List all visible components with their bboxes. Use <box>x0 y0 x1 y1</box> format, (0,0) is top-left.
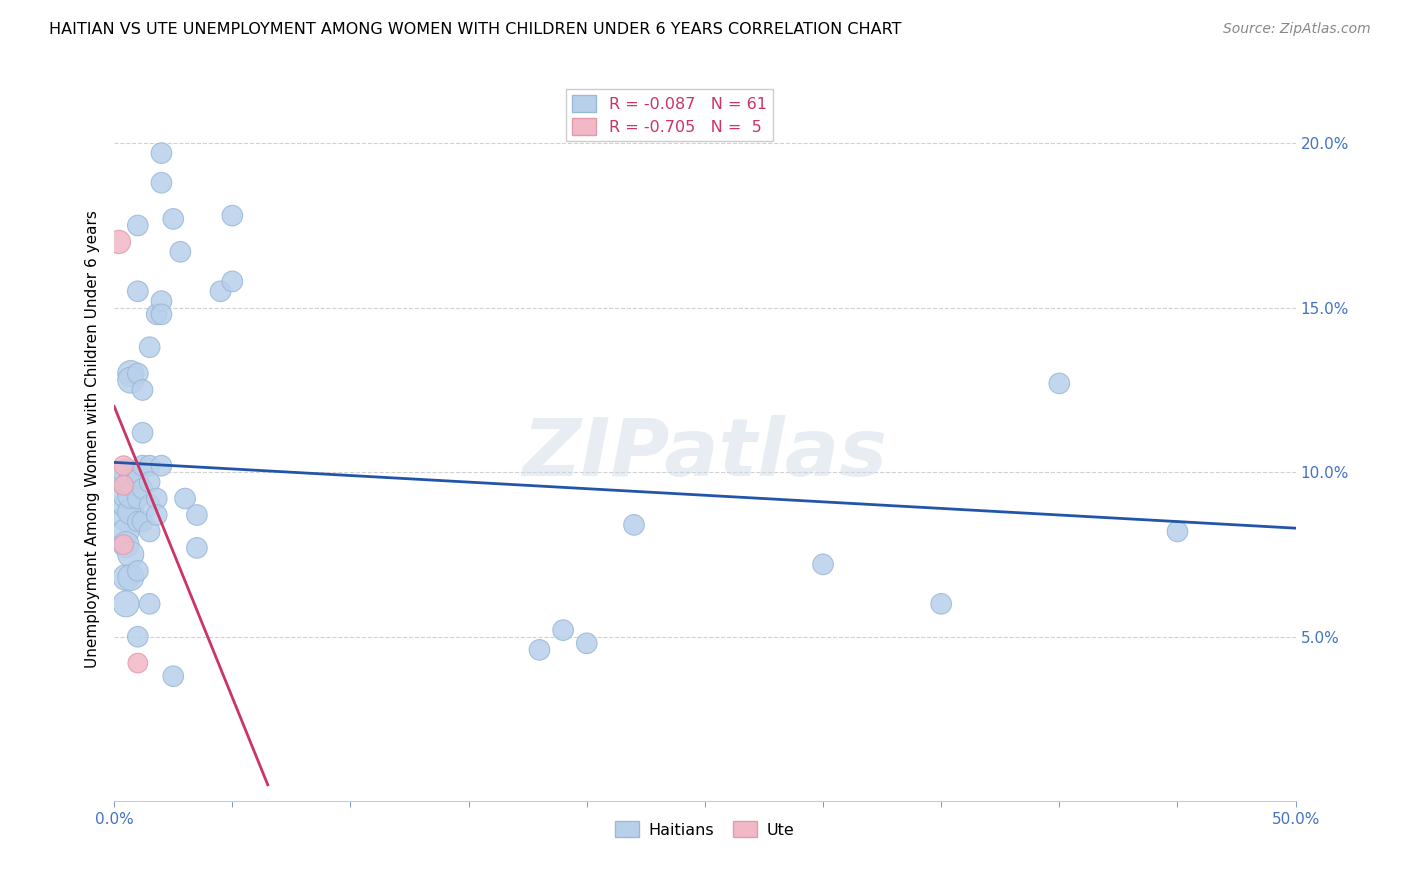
Point <box>127 564 149 578</box>
Legend: Haitians, Ute: Haitians, Ute <box>609 814 801 844</box>
Point <box>138 475 160 489</box>
Point <box>127 491 149 506</box>
Point <box>145 491 167 506</box>
Point <box>1166 524 1188 539</box>
Point <box>131 383 153 397</box>
Point <box>138 524 160 539</box>
Point <box>174 491 197 506</box>
Point <box>150 458 173 473</box>
Point <box>131 515 153 529</box>
Text: HAITIAN VS UTE UNEMPLOYMENT AMONG WOMEN WITH CHILDREN UNDER 6 YEARS CORRELATION : HAITIAN VS UTE UNEMPLOYMENT AMONG WOMEN … <box>49 22 901 37</box>
Point <box>186 541 208 555</box>
Point <box>120 570 142 584</box>
Point <box>162 669 184 683</box>
Point <box>162 211 184 226</box>
Point <box>115 465 138 479</box>
Y-axis label: Unemployment Among Women with Children Under 6 years: Unemployment Among Women with Children U… <box>86 211 100 668</box>
Text: Source: ZipAtlas.com: Source: ZipAtlas.com <box>1223 22 1371 37</box>
Point <box>1047 376 1070 391</box>
Point <box>115 597 138 611</box>
Point <box>120 488 142 502</box>
Point <box>138 597 160 611</box>
Point <box>108 235 131 249</box>
Point <box>120 475 142 489</box>
Point <box>127 367 149 381</box>
Point <box>115 511 138 525</box>
Point <box>221 274 243 288</box>
Point <box>115 475 138 489</box>
Point <box>112 458 135 473</box>
Point <box>127 630 149 644</box>
Point <box>127 472 149 486</box>
Point <box>186 508 208 522</box>
Point <box>145 508 167 522</box>
Point <box>115 524 138 539</box>
Point <box>150 146 173 161</box>
Point <box>131 458 153 473</box>
Point <box>120 505 142 519</box>
Point <box>112 478 135 492</box>
Point <box>120 548 142 562</box>
Point <box>209 285 232 299</box>
Point <box>115 538 138 552</box>
Point <box>131 425 153 440</box>
Point <box>138 498 160 512</box>
Point <box>112 538 135 552</box>
Point <box>811 558 834 572</box>
Point <box>138 340 160 354</box>
Point <box>115 488 138 502</box>
Point <box>575 636 598 650</box>
Point <box>929 597 952 611</box>
Point <box>221 209 243 223</box>
Point <box>131 482 153 496</box>
Point <box>115 570 138 584</box>
Point <box>127 219 149 233</box>
Point <box>138 458 160 473</box>
Text: ZIPatlas: ZIPatlas <box>523 415 887 492</box>
Point <box>623 517 645 532</box>
Point <box>127 285 149 299</box>
Point <box>120 367 142 381</box>
Point <box>169 244 191 259</box>
Point <box>127 656 149 670</box>
Point <box>529 643 551 657</box>
Point <box>150 294 173 309</box>
Point <box>127 465 149 479</box>
Point <box>150 307 173 321</box>
Point <box>145 307 167 321</box>
Point <box>553 623 575 637</box>
Point <box>115 498 138 512</box>
Point <box>150 176 173 190</box>
Point <box>127 515 149 529</box>
Point <box>120 373 142 387</box>
